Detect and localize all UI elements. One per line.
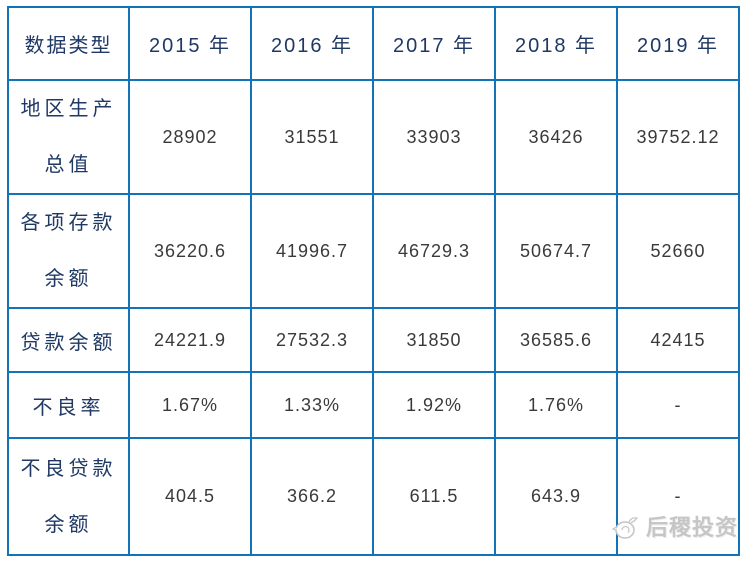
value-cell: 366.2 [250,437,374,556]
financial-data-table: 数据类型 2015 年 2016 年 2017 年 2018 年 2019 年 … [7,6,740,556]
value-cell: 27532.3 [250,307,374,373]
value-cell: 50674.7 [494,193,618,309]
row-label-loans: 贷款余额 [7,307,130,373]
header-row: 数据类型 2015 年 2016 年 2017 年 2018 年 2019 年 [7,6,740,81]
row-label-npl-balance: 不良贷款 余额 [7,437,130,556]
table-row-npl-rate: 不良率 1.67% 1.33% 1.92% 1.76% - [7,371,740,439]
table-row-loans: 贷款余额 24221.9 27532.3 31850 36585.6 42415 [7,307,740,373]
table-row-gdp: 地区生产 总值 28902 31551 33903 36426 39752.12 [7,79,740,195]
header-cell-2016: 2016 年 [250,6,374,81]
header-cell-2015: 2015 年 [128,6,252,81]
value-cell: - [616,371,740,439]
row-label-npl-rate: 不良率 [7,371,130,439]
value-cell: 24221.9 [128,307,252,373]
header-cell-2019: 2019 年 [616,6,740,81]
value-cell: - [616,437,740,556]
table-row-npl-balance: 不良贷款 余额 404.5 366.2 611.5 643.9 - [7,437,740,556]
header-cell-data-type: 数据类型 [7,6,130,81]
value-cell: 36220.6 [128,193,252,309]
value-cell: 1.92% [372,371,496,439]
header-cell-2018: 2018 年 [494,6,618,81]
value-cell: 1.76% [494,371,618,439]
value-cell: 28902 [128,79,252,195]
value-cell: 46729.3 [372,193,496,309]
value-cell: 643.9 [494,437,618,556]
value-cell: 36585.6 [494,307,618,373]
value-cell: 31850 [372,307,496,373]
value-cell: 611.5 [372,437,496,556]
value-cell: 1.33% [250,371,374,439]
table-row-deposits: 各项存款 余额 36220.6 41996.7 46729.3 50674.7 … [7,193,740,309]
value-cell: 41996.7 [250,193,374,309]
value-cell: 31551 [250,79,374,195]
row-label-gdp: 地区生产 总值 [7,79,130,195]
header-cell-2017: 2017 年 [372,6,496,81]
value-cell: 52660 [616,193,740,309]
value-cell: 1.67% [128,371,252,439]
value-cell: 33903 [372,79,496,195]
row-label-deposits: 各项存款 余额 [7,193,130,309]
value-cell: 39752.12 [616,79,740,195]
value-cell: 404.5 [128,437,252,556]
value-cell: 36426 [494,79,618,195]
value-cell: 42415 [616,307,740,373]
